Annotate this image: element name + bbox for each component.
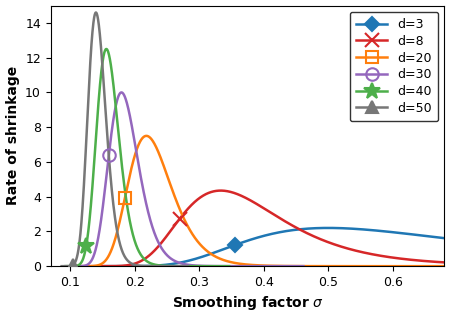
Legend: d=3, d=8, d=20, d=30, d=40, d=50: d=3, d=8, d=20, d=30, d=40, d=50 [350, 12, 438, 121]
X-axis label: Smoothing factor $\sigma$: Smoothing factor $\sigma$ [171, 294, 324, 313]
Y-axis label: Rate of shrinkage: Rate of shrinkage [5, 66, 19, 205]
